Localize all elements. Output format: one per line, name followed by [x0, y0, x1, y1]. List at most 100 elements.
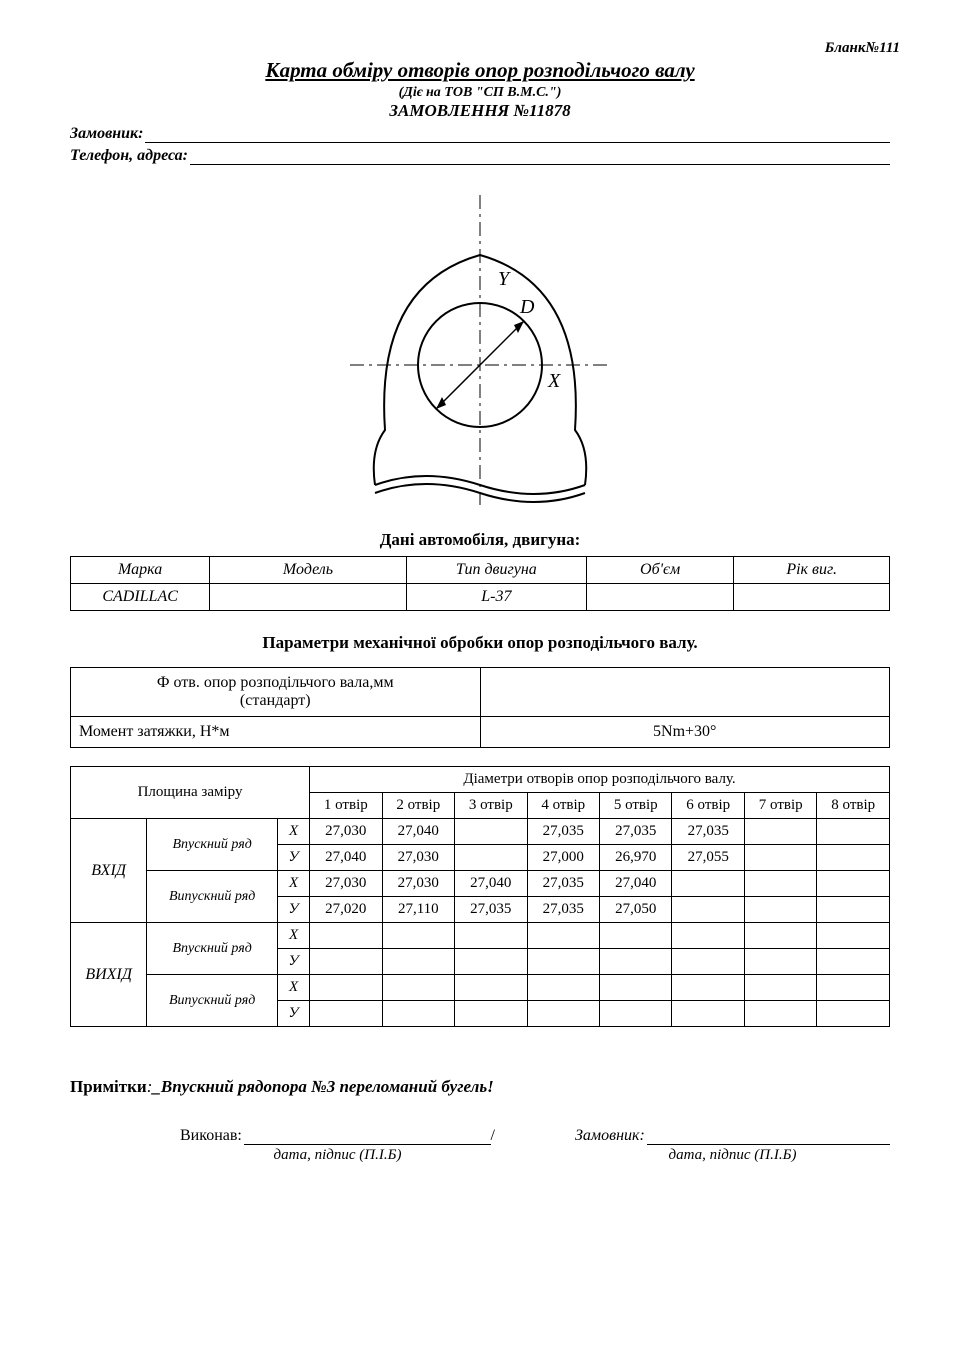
- meas-cell: [455, 949, 527, 975]
- meas-cell: 27,055: [672, 845, 744, 871]
- meas-col-8: 8 отвір: [817, 793, 890, 819]
- diagram-svg: Y D X: [330, 195, 630, 505]
- table-row: Випускний ряд X: [71, 975, 890, 1001]
- car-value-year: [734, 584, 890, 611]
- meas-cell: [817, 845, 890, 871]
- meas-cell: 27,035: [600, 819, 672, 845]
- params-row1-label: Ф отв. опор розподільчого вала,мм (станд…: [71, 668, 481, 717]
- meas-col-3: 3 отвір: [455, 793, 527, 819]
- car-header-year: Рік виг.: [734, 557, 890, 584]
- meas-cell: 27,030: [310, 819, 382, 845]
- meas-cell: [672, 923, 744, 949]
- car-header-volume: Об'єм: [586, 557, 733, 584]
- doc-subtitle-1: (Діє на ТОВ "СП В.М.С."): [70, 85, 890, 101]
- meas-col-1: 1 отвір: [310, 793, 382, 819]
- meas-col-6: 6 отвір: [672, 793, 744, 819]
- meas-cell: [310, 975, 382, 1001]
- notes-label: Примітки: [70, 1077, 147, 1096]
- sig-left-label: Виконав:: [180, 1127, 242, 1145]
- meas-col-2: 2 отвір: [382, 793, 454, 819]
- phone-label: Телефон, адреса:: [70, 147, 188, 165]
- car-table: Марка Модель Тип двигуна Об'єм Рік виг. …: [70, 556, 890, 611]
- table-row: Ф отв. опор розподільчого вала,мм (станд…: [71, 668, 890, 717]
- meas-cell: 27,030: [382, 845, 454, 871]
- meas-cell: 27,040: [382, 819, 454, 845]
- meas-cell: [600, 975, 672, 1001]
- meas-cell: 27,030: [382, 871, 454, 897]
- meas-cell: [527, 975, 599, 1001]
- meas-cell: [672, 975, 744, 1001]
- customer-field: Замовник:: [70, 125, 890, 143]
- diagram-label-d: D: [519, 296, 535, 318]
- meas-cell: [310, 949, 382, 975]
- meas-cell: [600, 949, 672, 975]
- meas-out-intake-label: Впускний ряд: [147, 923, 278, 975]
- car-header-engine: Тип двигуна: [406, 557, 586, 584]
- signature-left: Виконав: / дата, підпис (П.І.Б): [180, 1127, 495, 1164]
- blank-number: Бланк№111: [825, 40, 900, 57]
- meas-xy: X: [278, 819, 310, 845]
- notes: Примітки:_Впускний рядопора №3 переломан…: [70, 1077, 890, 1097]
- meas-cell: 27,035: [527, 897, 599, 923]
- phone-line: [190, 149, 890, 165]
- phone-field: Телефон, адреса:: [70, 147, 890, 165]
- meas-cell: [744, 819, 816, 845]
- meas-cell: 27,035: [527, 871, 599, 897]
- meas-col-7: 7 отвір: [744, 793, 816, 819]
- meas-cell: 27,030: [310, 871, 382, 897]
- customer-label: Замовник:: [70, 125, 143, 143]
- sig-right-label: Замовник:: [575, 1127, 645, 1145]
- meas-cell: [744, 975, 816, 1001]
- meas-cell: 27,020: [310, 897, 382, 923]
- car-header-model: Модель: [210, 557, 407, 584]
- meas-col-5: 5 отвір: [600, 793, 672, 819]
- meas-cell: [382, 949, 454, 975]
- meas-cell: [672, 949, 744, 975]
- meas-cell: [817, 1001, 890, 1027]
- meas-cell: 26,970: [600, 845, 672, 871]
- meas-cell: [527, 949, 599, 975]
- meas-cell: [744, 897, 816, 923]
- car-value-engine: L-37: [406, 584, 586, 611]
- meas-cell: 27,050: [600, 897, 672, 923]
- meas-out-label: ВИХІД: [71, 923, 147, 1027]
- meas-cell: [744, 845, 816, 871]
- meas-plane-header: Площина заміру: [71, 767, 310, 819]
- meas-cell: [817, 923, 890, 949]
- meas-cell: [310, 1001, 382, 1027]
- params-row1-label-b: (стандарт): [240, 692, 311, 709]
- meas-xy: У: [278, 949, 310, 975]
- meas-xy: X: [278, 923, 310, 949]
- table-row: ВИХІД Впускний ряд X: [71, 923, 890, 949]
- meas-cell: [744, 871, 816, 897]
- meas-cell: 27,110: [382, 897, 454, 923]
- meas-cell: [672, 897, 744, 923]
- meas-cell: [744, 1001, 816, 1027]
- meas-cell: [455, 845, 527, 871]
- meas-cell: 27,040: [600, 871, 672, 897]
- meas-cell: [382, 975, 454, 1001]
- meas-in-intake-label: Впускний ряд: [147, 819, 278, 871]
- meas-cell: [310, 923, 382, 949]
- meas-in-label: ВХІД: [71, 819, 147, 923]
- meas-xy: У: [278, 897, 310, 923]
- meas-cell: 27,035: [455, 897, 527, 923]
- customer-line: [145, 127, 890, 143]
- table-row: Площина заміру Діаметри отворів опор роз…: [71, 767, 890, 793]
- car-header-make: Марка: [71, 557, 210, 584]
- car-section-title: Дані автомобіля, двигуна:: [70, 530, 890, 550]
- meas-xy: У: [278, 1001, 310, 1027]
- diagram-label-y: Y: [498, 268, 511, 290]
- meas-cell: [672, 1001, 744, 1027]
- params-title: Параметри механічної обробки опор розпод…: [70, 633, 890, 653]
- meas-cell: [817, 819, 890, 845]
- meas-diam-header: Діаметри отворів опор розподільчого валу…: [310, 767, 890, 793]
- sig-left-sub: дата, підпис (П.І.Б): [180, 1147, 495, 1164]
- notes-text: _Впускний рядопора №3 переломаний бугель…: [152, 1077, 493, 1096]
- params-row2-value: 5Nm+30°: [480, 717, 890, 748]
- meas-cell: [382, 923, 454, 949]
- meas-col-4: 4 отвір: [527, 793, 599, 819]
- sig-right-sub: дата, підпис (П.І.Б): [575, 1147, 890, 1164]
- meas-cell: 27,040: [310, 845, 382, 871]
- meas-cell: [817, 871, 890, 897]
